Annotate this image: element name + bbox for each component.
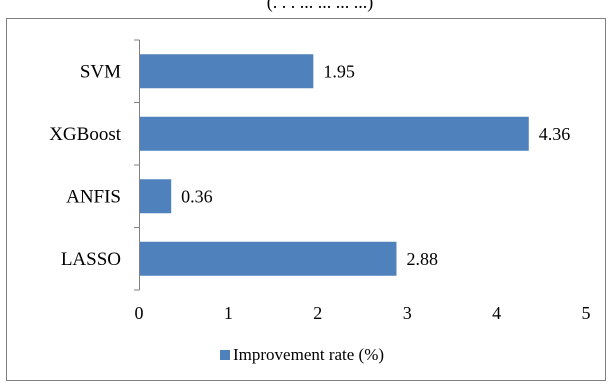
data-label: 0.36 [181, 186, 213, 206]
category-label: SVM [80, 61, 121, 82]
bar-anfis[interactable] [140, 179, 172, 214]
category-label: XGBoost [49, 124, 122, 145]
header-fragment: (. . . ... ... ... ...) [267, 0, 374, 13]
x-tick-label: 1 [224, 303, 233, 323]
data-label: 4.36 [539, 124, 571, 144]
legend-swatch [220, 350, 230, 360]
legend: Improvement rate (%) [220, 345, 384, 364]
plot-area: SVM 1.95 XGBoost 4.36 ANFIS 0.36 LASSO 2.88 0 1 2 3… [49, 39, 591, 323]
x-tick-label: 3 [403, 303, 412, 323]
x-tick-label: 0 [135, 303, 144, 323]
category-label: ANFIS [66, 186, 121, 207]
data-label: 1.95 [323, 61, 355, 81]
x-tick-label: 5 [582, 303, 591, 323]
bar-xgboost[interactable] [140, 116, 529, 151]
x-tick-label: 2 [313, 303, 322, 323]
bar-svm[interactable] [140, 54, 314, 89]
bar-lasso[interactable] [140, 241, 397, 276]
legend-label: Improvement rate (%) [233, 345, 384, 364]
data-label: 2.88 [406, 249, 438, 269]
x-tick-label: 4 [492, 303, 501, 323]
category-label: LASSO [61, 249, 121, 270]
chart-frame [6, 18, 606, 381]
